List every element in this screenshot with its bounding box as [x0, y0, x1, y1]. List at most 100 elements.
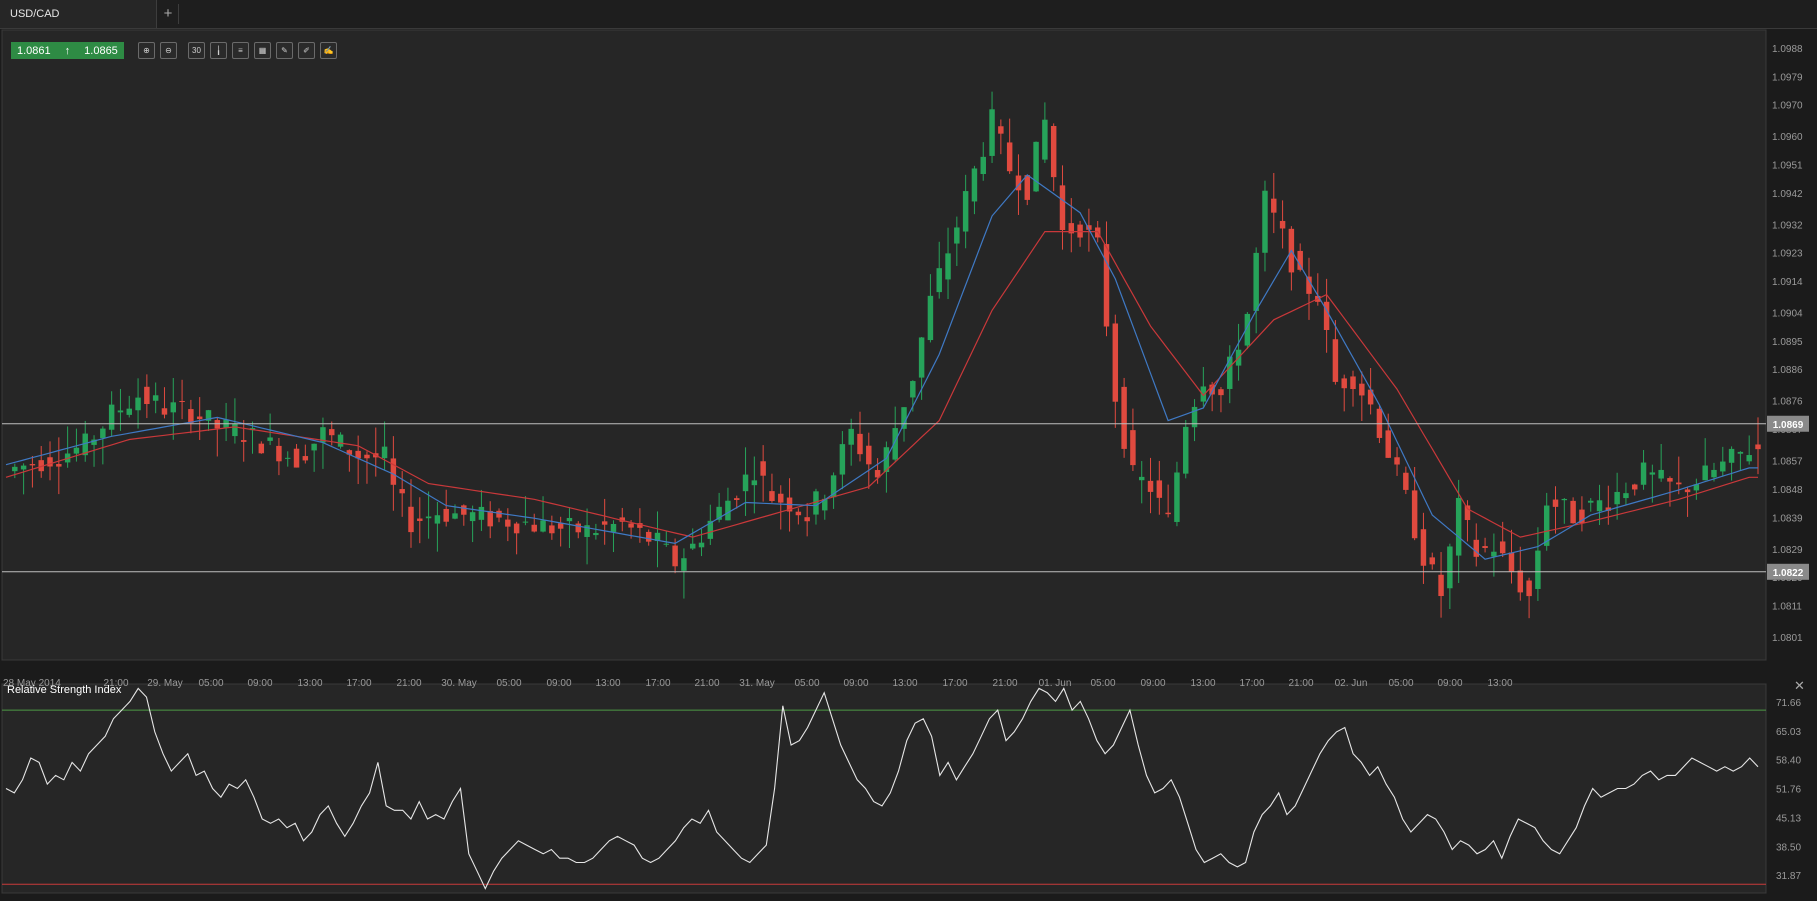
candle-body: [1420, 529, 1427, 566]
bid-price: 1.0861: [17, 44, 51, 57]
candle-body: [742, 474, 749, 492]
time-tick-label: 09:00: [843, 678, 868, 689]
candle-body: [1253, 252, 1259, 311]
tab-label: USD/CAD: [10, 8, 60, 20]
level-label-box: [1767, 415, 1809, 432]
time-tick-label: 09:00: [1437, 678, 1462, 689]
candle-body: [593, 532, 599, 536]
time-tick-label: 30. May: [441, 678, 477, 689]
settings-icon[interactable]: ✎: [276, 42, 293, 59]
zoom-in-icon[interactable]: ⊕: [138, 42, 155, 59]
time-tick-label: 05:00: [496, 678, 521, 689]
candle-body: [1746, 455, 1752, 462]
candle-body: [778, 493, 784, 503]
candles-icon[interactable]: ╽: [210, 42, 227, 59]
candle-body: [954, 227, 960, 244]
candle-body: [1042, 119, 1048, 160]
timeframe-icon[interactable]: 30: [188, 42, 205, 59]
candle-body: [892, 428, 898, 460]
candle-body: [945, 253, 951, 280]
candle-body: [1543, 505, 1550, 546]
candle-body: [425, 516, 432, 519]
candle-body: [1676, 482, 1682, 485]
candle-body: [47, 457, 53, 467]
price-chart[interactable]: 1.0988 1.0979 1.0970 1.0960 1.0951 1.0942 1.09…: [0, 29, 1817, 896]
time-tick-label: 13:00: [1487, 678, 1512, 689]
candle-body: [302, 456, 309, 461]
candle-body: [1482, 546, 1488, 548]
price-tick-label: 1.0876: [1772, 397, 1803, 408]
draw-icon[interactable]: ✍: [320, 42, 337, 59]
candle-body: [1306, 276, 1312, 294]
candle-body: [883, 447, 890, 473]
candle-body: [830, 475, 837, 498]
ask-price: 1.0865: [84, 44, 118, 57]
candle-body: [1658, 469, 1664, 479]
edit-icon[interactable]: ✐: [298, 42, 315, 59]
candle-body: [1297, 250, 1303, 270]
candle-body: [196, 416, 203, 420]
candle-body: [276, 445, 282, 462]
candle-body: [540, 520, 546, 532]
candle-body: [20, 465, 27, 470]
candle-body: [513, 523, 520, 534]
chart-area: 1.0988 1.0979 1.0970 1.0960 1.0951 1.0942 1.09…: [0, 29, 1817, 896]
candle-body: [1438, 574, 1444, 597]
indicators-icon[interactable]: ≡: [232, 42, 249, 59]
candle-body: [566, 517, 573, 522]
candle-body: [205, 410, 212, 421]
rsi-tick-label: 65.03: [1776, 727, 1801, 738]
candle-body: [645, 531, 652, 542]
candle-body: [1015, 175, 1022, 191]
candle-body: [813, 491, 819, 515]
add-tab-button[interactable]: +: [158, 4, 179, 24]
price-tick-label: 1.0801: [1772, 633, 1803, 644]
time-tick-label: 17:00: [1239, 678, 1264, 689]
candle-body: [408, 506, 414, 533]
candle-body: [1006, 142, 1013, 172]
candle-body: [1526, 580, 1532, 597]
candle-body: [1059, 185, 1066, 230]
candle-body: [654, 532, 661, 542]
time-tick-label: 17:00: [942, 678, 967, 689]
candle-body: [575, 523, 581, 533]
rsi-tick-label: 31.87: [1776, 871, 1801, 882]
candle-body: [390, 458, 397, 485]
time-tick-label: 21:00: [1288, 678, 1313, 689]
candle-body: [1218, 389, 1224, 396]
candle-body: [927, 295, 934, 341]
candle-body: [681, 558, 687, 571]
level-label: 1.0822: [1773, 568, 1804, 579]
candle-body: [619, 517, 626, 522]
price-tick-label: 1.0960: [1772, 132, 1803, 143]
quote-box[interactable]: 1.0861 ↑ 1.0865: [11, 42, 124, 59]
candle-body: [1711, 469, 1717, 478]
price-tick-label: 1.0951: [1772, 160, 1803, 171]
candle-body: [672, 545, 678, 567]
candle-body: [320, 427, 326, 443]
candle-body: [293, 448, 300, 468]
candle-body: [769, 491, 775, 501]
candle-body: [1183, 426, 1189, 474]
candle-body: [1535, 550, 1541, 589]
candle-body: [839, 444, 846, 475]
arrow-up-icon: ↑: [64, 44, 71, 57]
price-tick-label: 1.0914: [1772, 277, 1803, 288]
chart-toolbar: ⊕ ⊖ 30 ╽ ≡ ▦ ✎ ✐ ✍: [138, 42, 337, 59]
candle-body: [469, 512, 476, 522]
level-label-box: [1767, 563, 1809, 580]
tab-usdcad[interactable]: USD/CAD: [0, 0, 157, 28]
chart-type-icon[interactable]: ▦: [254, 42, 271, 59]
candle-body: [751, 480, 758, 486]
zoom-out-icon[interactable]: ⊖: [160, 42, 177, 59]
price-tick-label: 1.0988: [1772, 44, 1803, 55]
close-icon[interactable]: ✕: [1794, 678, 1805, 693]
price-tick-label: 1.0886: [1772, 365, 1803, 376]
candle-body: [1667, 478, 1673, 482]
candle-body: [1359, 383, 1365, 396]
candle-body: [258, 443, 265, 454]
candle-body: [100, 428, 106, 439]
candle-body: [1447, 546, 1453, 589]
candle-body: [725, 500, 731, 521]
candle-body: [1632, 484, 1638, 490]
